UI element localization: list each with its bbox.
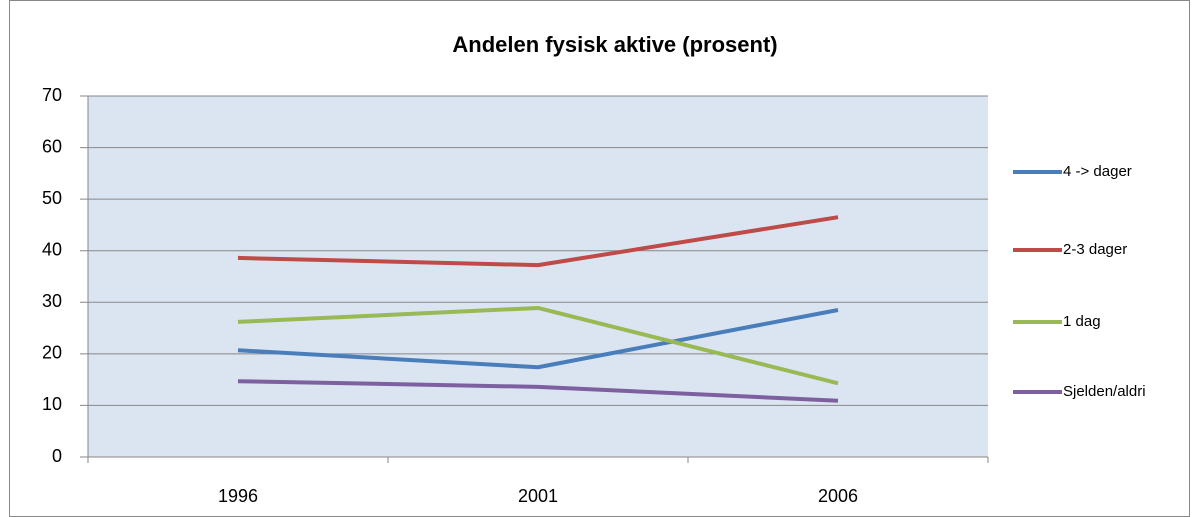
legend-label: 4 -> dager xyxy=(1063,163,1132,180)
legend-label: Sjelden/aldri xyxy=(1063,383,1146,400)
y-tick-label: 70 xyxy=(42,85,62,105)
y-tick-label: 30 xyxy=(42,291,62,311)
plot-area xyxy=(88,96,988,457)
y-tick-label: 0 xyxy=(52,446,62,466)
series-line xyxy=(237,379,839,403)
y-tick-label: 40 xyxy=(42,239,62,259)
series-line xyxy=(237,305,839,386)
y-tick-label: 10 xyxy=(42,394,62,414)
x-tick-label: 1996 xyxy=(218,486,258,506)
legend-label: 1 dag xyxy=(1063,313,1101,330)
series-line xyxy=(237,215,839,268)
y-tick-label: 20 xyxy=(42,343,62,363)
x-tick-label: 2006 xyxy=(818,486,858,506)
x-tick-label: 2001 xyxy=(518,486,558,506)
y-tick-label: 60 xyxy=(42,136,62,156)
chart-title: Andelen fysisk aktive (prosent) xyxy=(452,32,777,57)
y-tick-label: 50 xyxy=(42,188,62,208)
legend-label: 2-3 dager xyxy=(1063,241,1127,258)
series-line xyxy=(237,308,839,370)
